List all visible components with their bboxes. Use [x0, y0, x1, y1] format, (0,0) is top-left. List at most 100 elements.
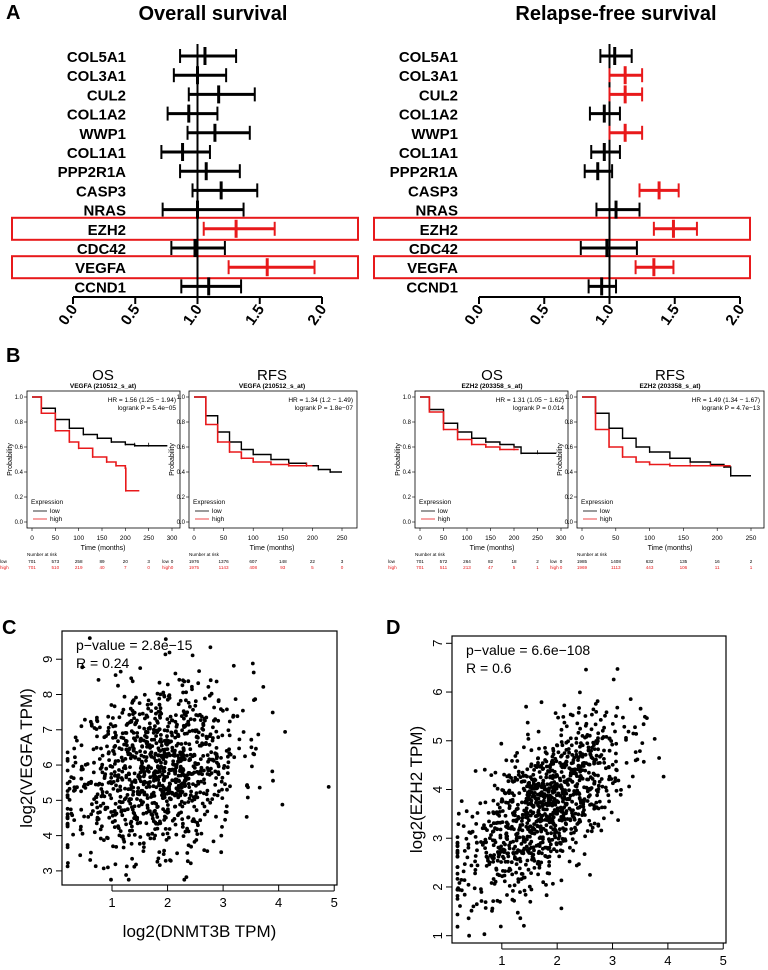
y-tick-label: 0.2	[15, 495, 24, 501]
risk-count-high: 219	[75, 565, 83, 570]
data-point	[628, 697, 633, 701]
data-point	[564, 822, 568, 827]
data-point	[195, 770, 199, 774]
data-point	[494, 810, 499, 814]
data-point	[181, 767, 185, 771]
data-point	[72, 789, 76, 793]
data-point	[564, 740, 569, 745]
data-point	[95, 792, 100, 797]
x-tick-label: 200	[120, 535, 131, 542]
data-point	[506, 779, 511, 784]
data-point	[546, 817, 551, 822]
data-point	[516, 802, 520, 807]
x-axis-label: Time (months)	[81, 545, 126, 552]
data-point	[231, 715, 236, 719]
data-point	[544, 823, 549, 828]
y-tick-label: 0.6	[565, 445, 574, 451]
data-point	[142, 754, 147, 759]
data-point	[455, 854, 460, 859]
data-point	[581, 761, 586, 766]
data-point	[202, 812, 207, 817]
data-point	[547, 863, 551, 868]
data-point	[541, 880, 546, 885]
data-point	[602, 748, 606, 753]
data-point	[91, 809, 95, 813]
risk-count-high: 5	[311, 565, 314, 570]
legend-label-low: low	[50, 508, 60, 515]
data-point	[532, 866, 537, 870]
risk-header: Number at risk	[27, 552, 58, 557]
data-point	[507, 843, 511, 848]
data-point	[140, 800, 144, 805]
data-point	[185, 753, 189, 758]
data-point	[117, 833, 122, 838]
data-point	[283, 730, 287, 734]
x-tick-label: 100	[644, 535, 655, 542]
data-point	[589, 727, 594, 732]
y-tick-label: 6	[430, 688, 445, 695]
data-point	[134, 695, 138, 700]
risk-count-low: 573	[51, 559, 59, 564]
data-point	[167, 781, 172, 786]
data-point	[137, 841, 142, 846]
data-point	[113, 801, 118, 806]
data-point	[112, 745, 117, 749]
data-point	[483, 900, 488, 904]
x-tick-label: 0	[418, 535, 422, 542]
data-point	[158, 706, 163, 711]
data-point	[574, 840, 578, 845]
data-point	[501, 840, 506, 845]
data-point	[180, 728, 185, 733]
data-point	[563, 801, 568, 806]
data-point	[111, 787, 116, 791]
data-point	[572, 816, 576, 820]
gene-label: COL5A1	[67, 49, 126, 66]
data-point	[462, 892, 467, 897]
data-point	[147, 769, 151, 774]
data-point	[106, 865, 110, 870]
y-axis-label: log2(EZH2 TPM)	[407, 726, 426, 853]
risk-count-high: 1969	[577, 565, 588, 570]
data-point	[502, 873, 507, 878]
data-point	[510, 759, 514, 763]
y-tick-label: 4	[430, 786, 445, 793]
data-point	[176, 734, 180, 738]
data-point	[162, 848, 167, 853]
data-point	[170, 733, 175, 738]
x-axis-label: log2(DNMT3B TPM)	[123, 922, 277, 941]
data-point	[214, 729, 219, 734]
data-point	[576, 812, 581, 817]
data-point	[169, 797, 173, 802]
data-point	[520, 872, 525, 876]
data-point	[552, 780, 557, 784]
data-point	[515, 759, 520, 763]
data-point	[193, 728, 198, 733]
data-point	[566, 782, 570, 787]
data-point	[554, 799, 559, 804]
data-point	[153, 716, 158, 721]
data-point	[455, 897, 460, 901]
y-tick-label: 1.0	[177, 395, 186, 401]
data-point	[194, 783, 198, 788]
data-point	[173, 767, 178, 772]
gene-label: CUL2	[419, 87, 458, 104]
data-point	[113, 724, 118, 728]
data-point	[150, 801, 155, 805]
data-point	[602, 725, 606, 730]
km-title: RFS	[257, 367, 287, 384]
data-point	[547, 871, 552, 876]
data-point	[456, 811, 461, 816]
data-point	[148, 780, 152, 784]
data-point	[641, 722, 646, 727]
risk-count-low: 1408	[611, 559, 622, 564]
data-point	[571, 848, 576, 853]
data-point	[80, 665, 85, 670]
data-point	[483, 800, 488, 805]
data-point	[100, 824, 104, 829]
data-point	[556, 715, 560, 720]
data-point	[108, 764, 113, 768]
data-point	[254, 746, 258, 751]
data-point	[225, 707, 229, 712]
data-point	[166, 810, 171, 814]
data-point	[462, 849, 467, 853]
